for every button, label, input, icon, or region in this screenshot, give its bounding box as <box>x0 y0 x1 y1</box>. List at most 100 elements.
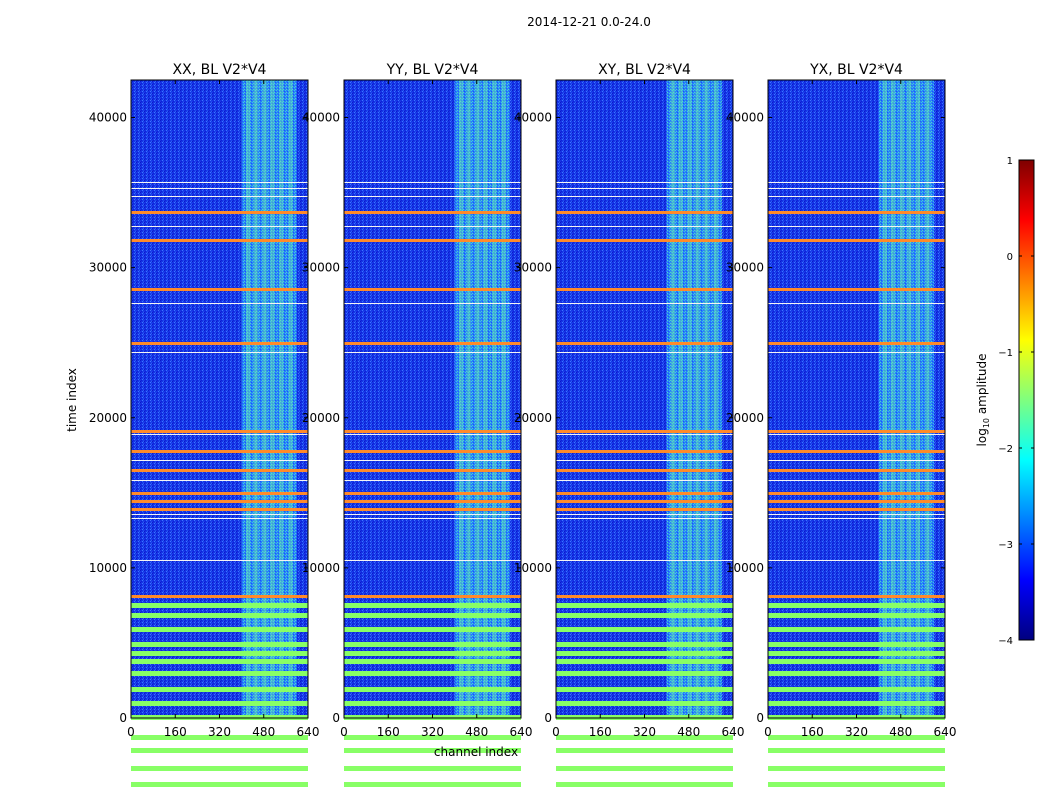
y-tick-label: 20000 <box>514 411 552 425</box>
heatmap-row-orange <box>131 450 308 453</box>
y-tick-label: 30000 <box>514 261 552 275</box>
heatmap-stripe <box>883 80 888 718</box>
heatmap-row-white <box>344 518 521 519</box>
heatmap-row-green <box>344 613 521 618</box>
heatmap-row-white <box>556 434 733 435</box>
heatmap-row-white <box>556 560 733 561</box>
heatmap-row-orange <box>131 500 308 503</box>
heatmap-stripe <box>899 80 904 718</box>
heatmap-row-white <box>131 480 308 481</box>
heatmap-row-orange <box>768 492 945 495</box>
heatmap-row-orange <box>131 211 308 214</box>
heatmap-row-orange <box>768 288 945 291</box>
colorbar-tick-label: 1 <box>1007 156 1013 167</box>
heatmap-row-green <box>768 613 945 618</box>
heatmap-row-orange <box>131 469 308 472</box>
heatmap-row-white <box>556 460 733 461</box>
heatmap-row-green <box>131 613 308 618</box>
heatmap-row-white <box>344 480 521 481</box>
heatmap-row-white <box>768 480 945 481</box>
heatmap-row-green <box>344 766 521 771</box>
panel-title: YY, BL V2*V4 <box>386 62 479 78</box>
heatmap-row-orange <box>131 430 308 433</box>
heatmap-row-orange <box>344 469 521 472</box>
y-tick-label: 40000 <box>302 111 340 125</box>
heatmap-row-white <box>344 188 521 189</box>
heatmap-row-green <box>556 613 733 618</box>
heatmap-row-green <box>344 659 521 664</box>
heatmap-row-green <box>556 642 733 647</box>
colorbar-gradient <box>1018 159 1035 641</box>
heatmap-signal-band <box>241 80 297 718</box>
x-tick-label: 160 <box>377 725 400 739</box>
heatmap-row-green <box>556 748 733 753</box>
x-tick-label: 480 <box>677 725 700 739</box>
heatmap-row-white <box>768 434 945 435</box>
x-tick-label: 0 <box>127 725 135 739</box>
heatmap-stripe <box>671 80 676 718</box>
heatmap-row-green <box>131 748 308 753</box>
heatmap-row-white <box>344 352 521 353</box>
heatmap-row-green <box>344 782 521 787</box>
heatmap-row-green <box>768 642 945 647</box>
panel-title: YX, BL V2*V4 <box>809 62 903 78</box>
y-tick-label: 0 <box>119 711 127 725</box>
x-tick-label: 0 <box>340 725 348 739</box>
y-tick-label: 30000 <box>726 261 764 275</box>
heatmap-row-green <box>768 748 945 753</box>
heatmap-row-orange <box>131 342 308 345</box>
x-tick-label: 0 <box>552 725 560 739</box>
colorbar-tick-label: 0 <box>1007 252 1013 263</box>
heatmap-row-orange <box>344 430 521 433</box>
y-tick-label: 10000 <box>514 561 552 575</box>
heatmap-row-green <box>768 651 945 656</box>
heatmap-row-white <box>768 188 945 189</box>
heatmap-row-orange <box>344 342 521 345</box>
heatmap-row-green <box>131 651 308 656</box>
heatmap-row-green <box>344 642 521 647</box>
heatmap-row-green <box>344 627 521 632</box>
heatmap-row-green <box>556 766 733 771</box>
figure-suptitle: 2014-12-21 0.0-24.0 <box>527 15 651 29</box>
heatmap-row-white <box>768 514 945 515</box>
heatmap-stripe <box>695 80 700 718</box>
heatmap-row-white <box>556 226 733 227</box>
y-tick-label: 10000 <box>89 561 127 575</box>
heatmap-row-green <box>131 735 308 740</box>
heatmap-row-white <box>344 226 521 227</box>
heatmap-row-green <box>556 603 733 608</box>
heatmap-row-orange <box>768 469 945 472</box>
heatmap-stripe <box>246 80 251 718</box>
x-tick-label: 640 <box>722 725 745 739</box>
y-tick-label: 20000 <box>302 411 340 425</box>
heatmap-row-green <box>556 659 733 664</box>
y-tick-label: 20000 <box>726 411 764 425</box>
x-tick-label: 480 <box>252 725 275 739</box>
heatmap-row-orange <box>768 595 945 598</box>
heatmap-row-white <box>344 434 521 435</box>
colorbar-ticks: 1 0 −1 −2 −3 −4 <box>998 156 1034 647</box>
heatmap-row-orange <box>131 595 308 598</box>
heatmap-row-white <box>344 303 521 304</box>
heatmap-row-orange <box>131 508 308 511</box>
heatmap-stripe <box>713 80 718 718</box>
x-tick-label: 160 <box>164 725 187 739</box>
colorbar-tick-label: −1 <box>998 348 1013 359</box>
heatmap-row-orange <box>344 595 521 598</box>
colorbar-label: log10 amplitude <box>975 354 991 447</box>
heatmap-row-orange <box>556 469 733 472</box>
y-tick-label: 40000 <box>514 111 552 125</box>
y-tick-label: 40000 <box>726 111 764 125</box>
heatmap-row-orange <box>768 342 945 345</box>
heatmap-row-white <box>768 352 945 353</box>
heatmap-row-orange <box>556 595 733 598</box>
heatmap-row-green <box>556 735 733 740</box>
heatmap-row-orange <box>556 430 733 433</box>
x-tick-label: 640 <box>510 725 533 739</box>
heatmap-row-white <box>131 514 308 515</box>
heatmap-row-green <box>131 603 308 608</box>
heatmap-row-green <box>131 627 308 632</box>
heatmap-row-green <box>556 782 733 787</box>
heatmap-stripe <box>483 80 488 718</box>
heatmap-row-white <box>131 226 308 227</box>
